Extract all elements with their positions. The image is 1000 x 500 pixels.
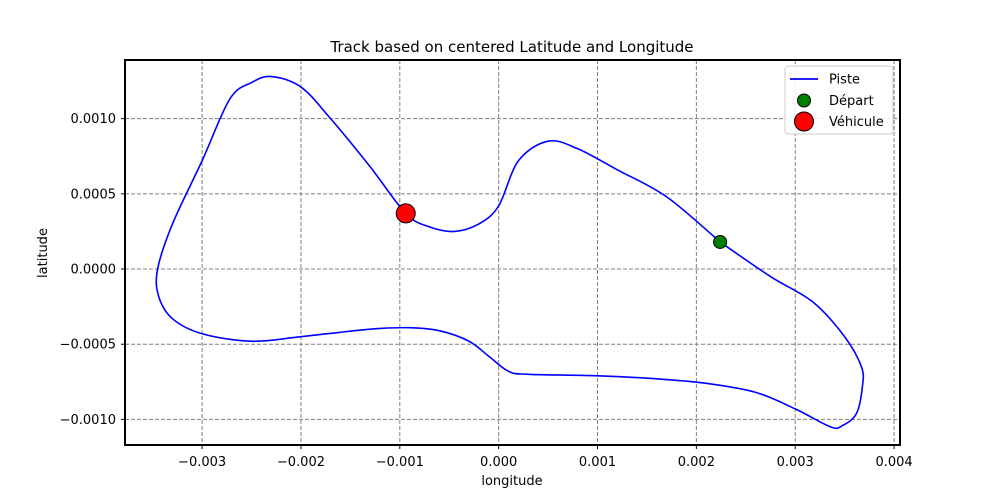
x-tick-label: 0.002 [678,455,715,470]
legend-label-depart: Départ [829,94,874,109]
y-tick-label: −0.0010 [60,413,116,428]
y-tick-label: 0.0000 [71,263,117,278]
x-tick-label: 0.004 [875,455,912,470]
chart-title: Track based on centered Latitude and Lon… [329,38,693,56]
tick-layer: −0.003 −0.002 −0.001 0.000 0.001 0.002 0.003 0.… [60,112,913,470]
x-tick-label: −0.001 [376,455,424,470]
legend-swatch-vehicule [794,111,814,132]
series-line-piste [155,75,865,430]
axes-frame [124,59,901,446]
x-axis-label: longitude [481,474,542,489]
x-tick-label: 0.001 [579,455,616,470]
legend: Piste Départ Véhicule [784,65,894,135]
legend-label-vehicule: Véhicule [829,115,884,130]
y-axis-label: latitude [36,228,51,278]
vehicle-marker [395,203,416,224]
y-tick-label: 0.0005 [71,187,117,202]
x-tick-label: 0.000 [480,455,517,470]
legend-label-piste: Piste [829,73,860,88]
y-tick-label: 0.0010 [71,112,117,127]
legend-swatch-depart [797,93,811,108]
start-marker [713,234,728,249]
series-layer [155,75,865,430]
x-tick-label: −0.003 [178,455,226,470]
y-tick-label: −0.0005 [60,338,116,353]
grid-lines [125,60,900,445]
x-tick-label: 0.003 [777,455,814,470]
x-tick-label: −0.002 [277,455,325,470]
